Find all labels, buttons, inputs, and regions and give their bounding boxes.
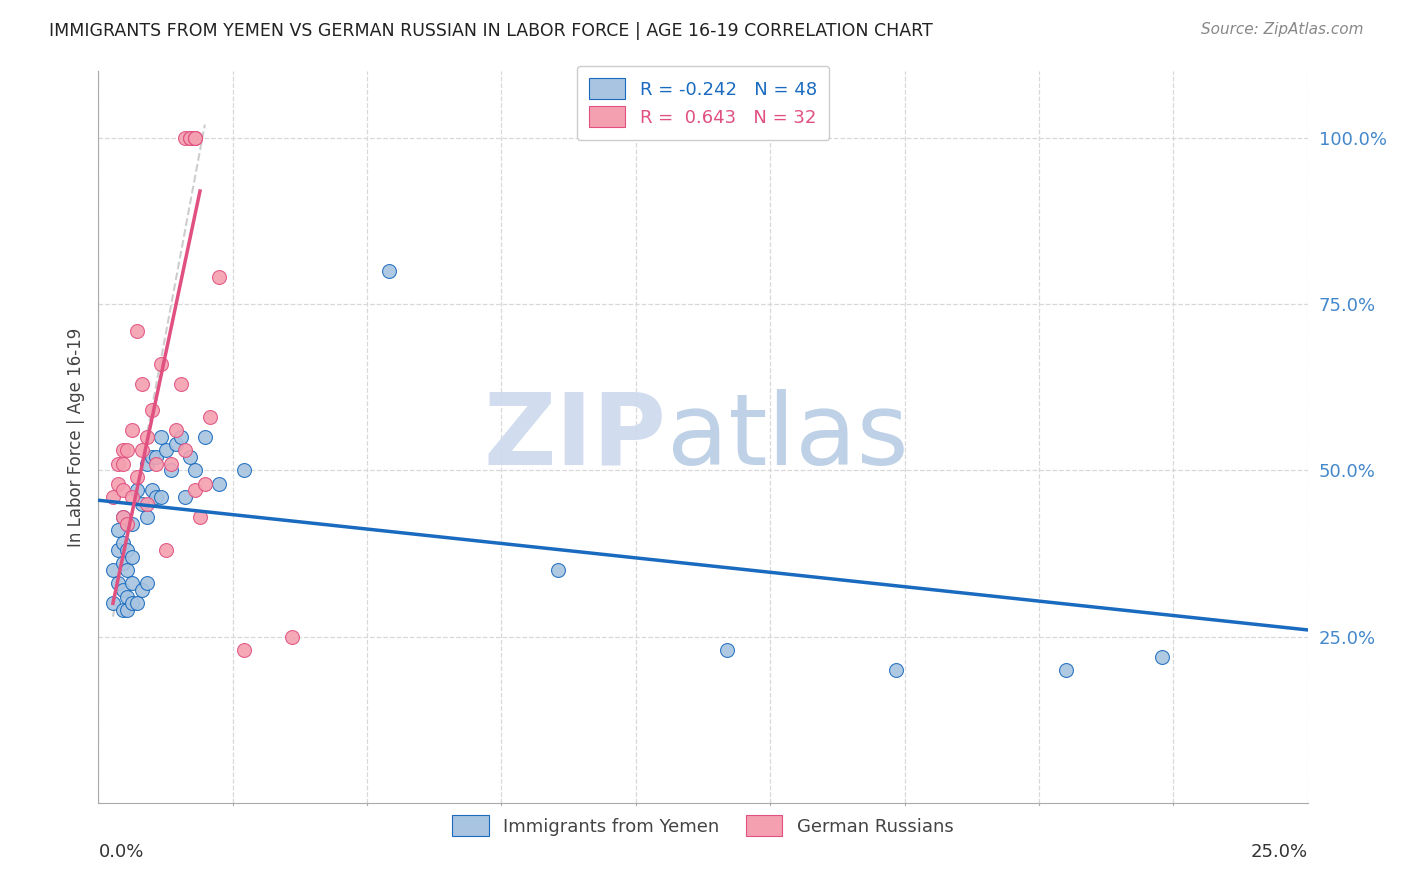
Point [121,576,143,591]
Point [127,324,149,338]
Point [131,582,153,597]
Point [135,457,157,471]
Text: atlas: atlas [666,389,908,485]
Point [111,483,134,498]
Point [145,490,167,504]
Point [188,509,211,524]
Point [111,582,134,597]
Point [107,476,129,491]
Point [174,131,197,145]
Point [117,516,139,531]
Point [145,457,167,471]
Point [121,490,143,504]
Point [117,563,139,577]
Point [117,590,139,604]
Text: ZIP: ZIP [484,389,666,485]
Point [127,596,149,610]
Point [121,596,143,610]
Point [155,543,177,558]
Point [141,403,163,417]
Point [135,497,157,511]
Point [107,523,129,537]
Legend: Immigrants from Yemen, German Russians: Immigrants from Yemen, German Russians [440,803,966,848]
Point [179,131,201,145]
Point [135,430,157,444]
Point [184,463,207,477]
Point [160,457,183,471]
Point [165,436,187,450]
Point [135,576,157,591]
Point [121,424,143,438]
Point [111,557,134,571]
Point [194,430,217,444]
Point [1054,663,1077,677]
Point [141,450,163,464]
Point [150,357,173,371]
Point [174,490,197,504]
Point [111,536,134,550]
Point [150,430,173,444]
Point [174,443,197,458]
Point [184,483,207,498]
Point [117,443,139,458]
Point [131,497,153,511]
Point [232,643,254,657]
Point [232,463,254,477]
Point [101,563,124,577]
Point [145,450,167,464]
Point [121,516,143,531]
Point [131,443,153,458]
Text: IMMIGRANTS FROM YEMEN VS GERMAN RUSSIAN IN LABOR FORCE | AGE 16-19 CORRELATION C: IMMIGRANTS FROM YEMEN VS GERMAN RUSSIAN … [49,22,934,40]
Point [179,450,201,464]
Point [107,457,129,471]
Y-axis label: In Labor Force | Age 16-19: In Labor Force | Age 16-19 [66,327,84,547]
Text: 25.0%: 25.0% [1250,843,1308,861]
Point [117,543,139,558]
Point [160,463,183,477]
Point [169,430,191,444]
Text: Source: ZipAtlas.com: Source: ZipAtlas.com [1201,22,1364,37]
Point [127,483,149,498]
Point [107,543,129,558]
Point [111,457,134,471]
Point [169,376,191,391]
Point [194,476,217,491]
Point [141,483,163,498]
Point [1152,649,1174,664]
Point [117,516,139,531]
Point [377,264,399,278]
Point [111,443,134,458]
Point [716,643,738,657]
Text: 0.0%: 0.0% [98,843,143,861]
Point [111,509,134,524]
Point [208,270,231,285]
Point [547,563,569,577]
Point [184,131,207,145]
Point [135,509,157,524]
Point [111,603,134,617]
Point [111,509,134,524]
Point [208,476,231,491]
Point [131,376,153,391]
Point [155,443,177,458]
Point [179,131,201,145]
Point [281,630,304,644]
Point [107,576,129,591]
Point [127,470,149,484]
Point [184,131,207,145]
Point [117,603,139,617]
Point [101,596,124,610]
Point [886,663,908,677]
Point [121,549,143,564]
Point [165,424,187,438]
Point [184,131,207,145]
Point [150,490,173,504]
Point [101,490,124,504]
Point [198,410,221,425]
